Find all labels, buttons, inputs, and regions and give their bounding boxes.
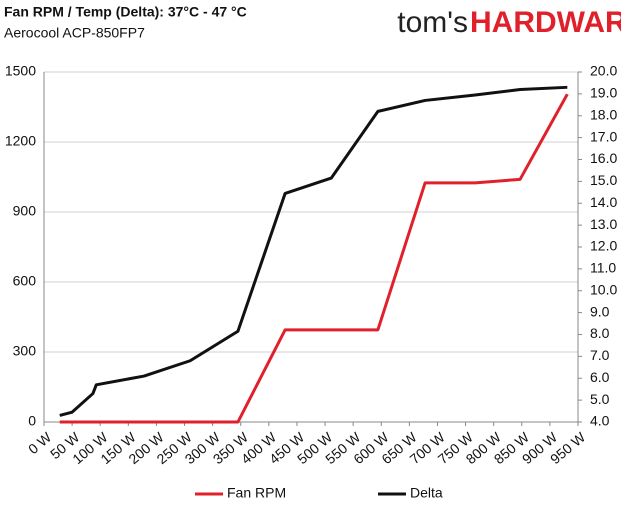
- y2-tick-label: 9.0: [590, 303, 610, 319]
- y-tick-label: 900: [13, 203, 37, 219]
- y2-tick-label: 11.0: [590, 260, 616, 276]
- y2-tick-label: 14.0: [590, 194, 617, 210]
- y-tick-label: 300: [13, 343, 37, 359]
- y-tick-label: 1200: [5, 133, 36, 149]
- y2-tick-label: 16.0: [590, 150, 617, 166]
- y2-tick-label: 13.0: [590, 216, 617, 232]
- y-tick-label: 1500: [5, 63, 36, 79]
- y2-tick-label: 18.0: [590, 106, 617, 122]
- y-tick-label: 0: [28, 413, 36, 429]
- y2-tick-label: 17.0: [590, 128, 617, 144]
- chart-title: Fan RPM / Temp (Delta): 37°C - 47 °C: [4, 4, 247, 20]
- y2-tick-label: 15.0: [590, 172, 617, 188]
- logo-part: HARDWARE: [470, 6, 621, 39]
- y2-tick-label: 5.0: [590, 391, 610, 407]
- y-tick-label: 600: [13, 273, 37, 289]
- y2-tick-label: 8.0: [590, 325, 610, 341]
- y2-tick-label: 6.0: [590, 369, 610, 385]
- y2-tick-label: 12.0: [590, 238, 617, 254]
- legend-label: Delta: [410, 485, 443, 501]
- series-line: [59, 93, 569, 424]
- series-line: [59, 85, 568, 417]
- y2-tick-label: 7.0: [590, 347, 610, 363]
- legend-label: Fan RPM: [227, 485, 286, 501]
- y2-tick-label: 10.0: [590, 281, 617, 297]
- chart-subtitle: Aerocool ACP-850FP7: [4, 25, 145, 41]
- y2-tick-label: 19.0: [590, 85, 617, 101]
- logo-part: tom's: [397, 6, 468, 39]
- y2-tick-label: 4.0: [590, 413, 610, 429]
- y2-tick-label: 20.0: [590, 63, 617, 79]
